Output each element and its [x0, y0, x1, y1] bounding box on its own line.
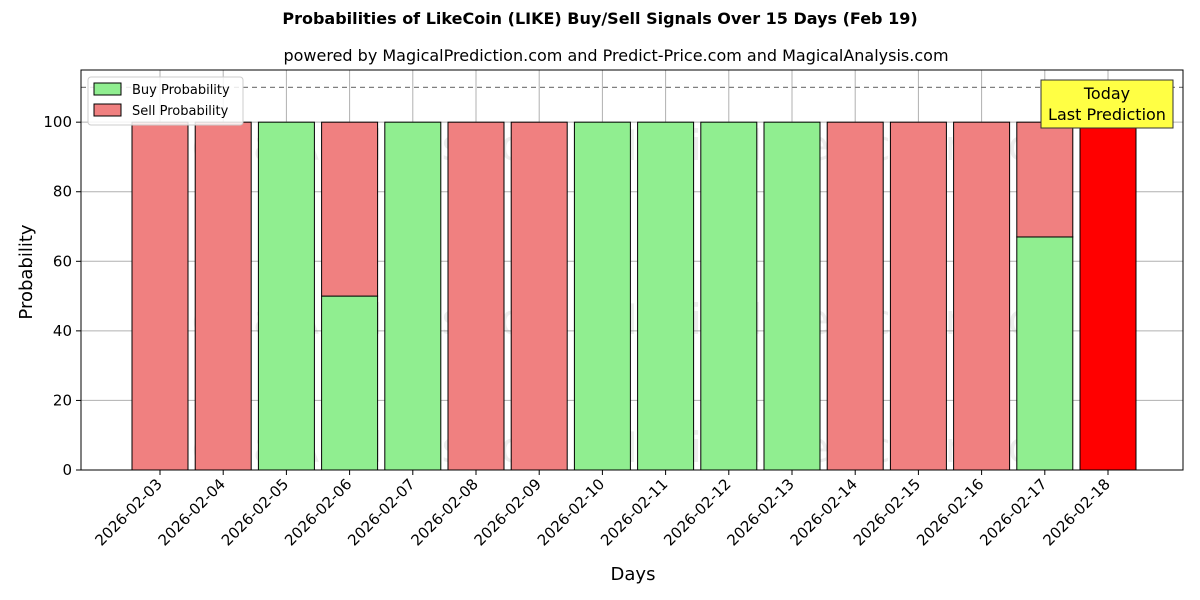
last-prediction-bar [1079, 121, 1137, 471]
y-axis-ticks: 0 20 40 60 80 100 [43, 113, 81, 479]
x-tick-label: 2026-02-18 [1039, 475, 1113, 549]
x-tick-label: 2026-02-16 [913, 475, 987, 549]
sell-bar [194, 121, 252, 471]
x-tick-label: 2026-02-11 [597, 475, 671, 549]
buy-bar [257, 121, 315, 471]
today-annotation: Today Last Prediction [1040, 79, 1174, 129]
y-tick-label: 20 [53, 391, 72, 409]
sell-bar [321, 121, 379, 297]
x-tick-label: 2026-02-14 [787, 475, 861, 549]
buy-bar [384, 121, 442, 471]
x-tick-label: 2026-02-15 [850, 475, 924, 549]
buy-bar [637, 121, 695, 471]
x-tick-label: 2026-02-05 [218, 475, 292, 549]
sell-bar [826, 121, 884, 471]
plot-frame [80, 69, 1184, 471]
sell-bar [447, 121, 505, 471]
buy-bar [321, 295, 379, 471]
sell-bar [889, 121, 947, 471]
annotation-box [1040, 79, 1174, 129]
sell-bar [1016, 121, 1074, 238]
legend-label-buy: Buy Probability [132, 83, 230, 98]
x-tick-label: 2026-02-03 [91, 475, 165, 549]
buy-bar [1016, 236, 1074, 471]
legend-swatch-buy [93, 82, 122, 96]
legend: Buy Probability Sell Probability [87, 76, 244, 126]
y-tick-label: 80 [53, 183, 72, 201]
x-tick-label: 2026-02-04 [155, 475, 229, 549]
sell-bar [953, 121, 1011, 471]
bars [131, 121, 1137, 471]
y-tick-label: 40 [53, 322, 72, 340]
x-axis-label: Days [611, 564, 656, 585]
x-tick-label: 2026-02-13 [723, 475, 797, 549]
y-tick-label: 0 [62, 461, 72, 479]
annotation-line1: Today [1083, 84, 1130, 103]
y-tick-label: 100 [43, 113, 72, 131]
chart-subtitle: powered by MagicalPrediction.com and Pre… [283, 46, 949, 65]
x-axis-ticks: 2026-02-032026-02-042026-02-052026-02-06… [91, 470, 1114, 549]
buy-bar [573, 121, 631, 471]
legend-box [87, 76, 244, 126]
y-tick-label: 60 [53, 252, 72, 270]
x-tick-label: 2026-02-17 [976, 475, 1050, 549]
y-axis-label: Probability [16, 224, 37, 319]
x-tick-label: 2026-02-06 [281, 475, 355, 549]
legend-label-sell: Sell Probability [132, 104, 229, 119]
chart-title: Probabilities of LikeCoin (LIKE) Buy/Sel… [282, 9, 918, 28]
buy-bar [700, 121, 758, 471]
x-tick-label: 2026-02-10 [534, 475, 608, 549]
x-tick-label: 2026-02-12 [660, 475, 734, 549]
annotation-line2: Last Prediction [1048, 105, 1166, 124]
buy-bar [763, 121, 821, 471]
x-tick-label: 2026-02-08 [407, 475, 481, 549]
x-tick-label: 2026-02-07 [344, 475, 418, 549]
sell-bar [510, 121, 568, 471]
legend-swatch-sell [93, 103, 122, 117]
sell-bar [131, 121, 189, 471]
x-tick-label: 2026-02-09 [471, 475, 545, 549]
